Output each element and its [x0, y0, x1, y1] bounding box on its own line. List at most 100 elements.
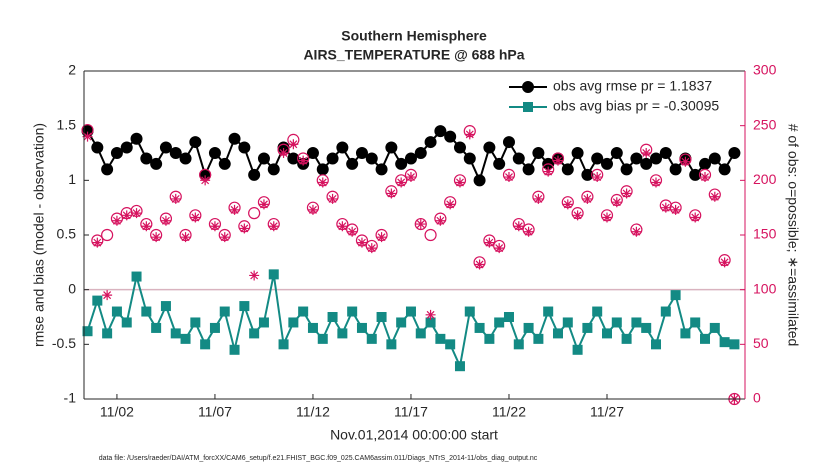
data-point	[356, 322, 367, 333]
data-point	[376, 312, 387, 322]
data-point	[494, 317, 505, 328]
data-point	[190, 317, 201, 328]
data-point	[592, 172, 603, 183]
data-point	[326, 152, 339, 165]
data-point	[610, 147, 623, 159]
data-point	[229, 344, 240, 355]
data-point	[513, 339, 524, 350]
data-point	[435, 215, 446, 226]
y-tick-label: 0.5	[57, 226, 77, 242]
data-point	[651, 339, 662, 350]
data-point	[258, 317, 269, 328]
data-point	[150, 157, 163, 170]
y2-tick-label: 150	[753, 226, 777, 242]
data-point	[641, 322, 652, 333]
data-point	[690, 317, 701, 328]
data-point	[581, 168, 594, 181]
data-point	[405, 172, 416, 183]
y-tick-label: -0.5	[52, 335, 76, 351]
data-point	[600, 157, 613, 170]
data-point	[571, 147, 584, 159]
data-point	[572, 210, 583, 221]
data-point	[502, 136, 515, 149]
data-point	[611, 197, 622, 208]
data-point	[650, 152, 663, 165]
data-point	[533, 193, 544, 204]
data-point	[141, 221, 152, 232]
data-point	[718, 163, 731, 176]
data-point	[208, 147, 221, 159]
data-point	[561, 163, 574, 176]
data-point	[728, 147, 741, 159]
x-axis-label: Nov.01,2014 00:00:00 start	[330, 427, 498, 443]
data-point	[641, 148, 652, 158]
legend-marker	[522, 81, 534, 93]
data-point	[278, 339, 289, 350]
data-point	[267, 163, 280, 176]
data-point	[445, 199, 456, 210]
data-point	[385, 141, 398, 154]
data-point	[630, 152, 643, 165]
data-point	[170, 328, 181, 339]
data-point	[700, 333, 711, 344]
data-point	[464, 129, 475, 140]
data-point	[396, 177, 407, 188]
data-point	[110, 147, 123, 159]
data-point	[365, 152, 378, 165]
data-point	[102, 328, 113, 339]
data-point	[425, 309, 436, 320]
data-point	[258, 199, 269, 210]
y-tick-label: -1	[64, 390, 77, 406]
data-point	[729, 339, 740, 350]
data-point	[543, 166, 554, 177]
data-point	[336, 141, 349, 154]
data-point	[435, 333, 446, 344]
data-point	[337, 328, 348, 339]
data-point	[120, 141, 133, 154]
x-tick-label: 11/17	[394, 404, 428, 420]
data-point	[170, 193, 181, 204]
data-point	[522, 163, 535, 176]
data-point	[640, 157, 653, 170]
x-tick-label: 11/12	[296, 404, 330, 420]
legend: obs avg rmse pr = 1.1837 obs avg bias pr …	[503, 74, 743, 120]
y-tick-label: 1	[68, 171, 76, 187]
data-point	[82, 131, 93, 142]
data-point	[298, 306, 309, 317]
legend-label: obs avg rmse pr = 1.1837	[553, 78, 712, 94]
data-point	[463, 152, 476, 165]
data-point	[690, 212, 701, 223]
y2-axis-label: # of obs: o=possible; ∗=assimilated	[785, 124, 801, 347]
data-point	[298, 155, 309, 166]
data-point	[621, 333, 632, 344]
data-point	[248, 207, 261, 220]
data-point	[356, 237, 367, 248]
data-point	[395, 157, 408, 170]
data-point	[670, 290, 681, 301]
data-point	[611, 317, 622, 328]
data-point	[200, 339, 211, 350]
data-point	[268, 221, 279, 232]
data-point	[700, 172, 711, 183]
y2-tick-label: 250	[753, 116, 777, 132]
data-point	[288, 139, 299, 150]
data-point	[111, 215, 122, 226]
data-point	[523, 226, 534, 237]
chart-title: Southern Hemisphere	[341, 28, 487, 44]
x-tick-label: 11/02	[100, 404, 134, 420]
data-point	[131, 208, 142, 219]
data-point	[375, 163, 388, 176]
data-point	[620, 163, 633, 176]
y2-tick-label: 200	[753, 171, 777, 187]
data-point	[327, 312, 338, 322]
data-point	[268, 269, 279, 280]
data-point	[474, 322, 485, 333]
data-point	[307, 322, 318, 333]
data-point	[660, 202, 671, 213]
data-point	[709, 191, 720, 202]
data-point	[405, 306, 416, 317]
chart-subtitle: AIRS_TEMPERATURE @ 688 hPa	[303, 47, 524, 63]
legend-label: obs avg bias pr = -0.30095	[553, 98, 719, 114]
y-tick-label: 2	[68, 62, 76, 78]
data-point	[582, 193, 593, 204]
